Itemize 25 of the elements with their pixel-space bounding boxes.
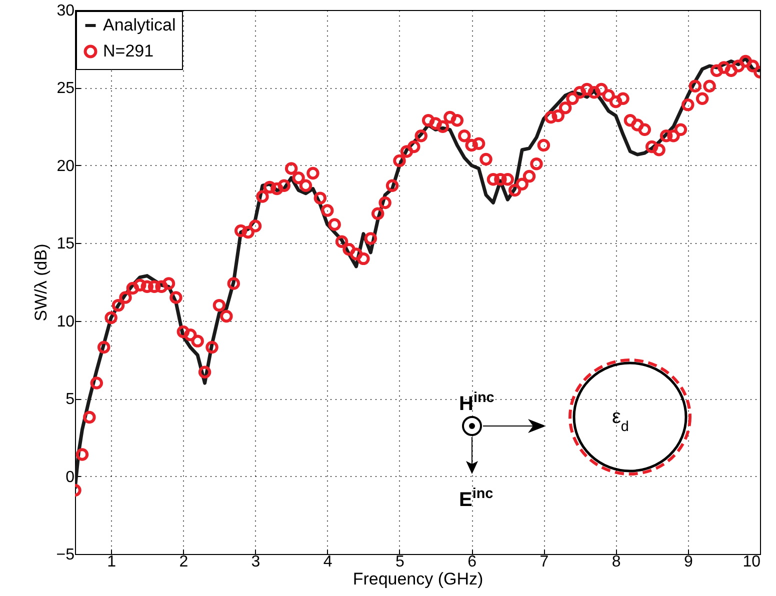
x-tick-label: 2	[179, 554, 188, 570]
y-tick-label: 5	[66, 391, 75, 408]
x-tick-label: 7	[540, 554, 549, 570]
x-tick-label: 4	[323, 554, 332, 570]
annotation: H$^{inc}$	[459, 390, 494, 415]
x-tick-label: 9	[684, 554, 693, 570]
y-tick-label: 30	[56, 2, 75, 20]
legend-label: Analytical	[103, 16, 176, 34]
y-axis-title: SW/λ (dB)	[31, 244, 50, 322]
y-tick-label: 20	[56, 158, 75, 175]
x-tick-label: 6	[468, 554, 477, 570]
x-tick-label: 10	[742, 554, 761, 570]
x-tick-label: 1	[107, 554, 116, 570]
x-tick-label: 3	[251, 554, 260, 570]
y-tick-label: 25	[56, 80, 75, 98]
legend-label: N=291	[103, 42, 154, 60]
x-axis-title: Frequency (GHz)	[352, 570, 484, 588]
y-tick-label: 15	[56, 236, 75, 253]
annotation: ε$_{d}$	[612, 406, 629, 435]
x-tick-label: 5	[396, 554, 405, 570]
y-tick-label: −5	[56, 546, 75, 564]
y-tick-label: 10	[56, 313, 75, 330]
y-tick-label: 0	[66, 468, 75, 486]
x-tick-label: 8	[612, 554, 621, 570]
annotation: E$^{inc}$	[459, 486, 494, 511]
